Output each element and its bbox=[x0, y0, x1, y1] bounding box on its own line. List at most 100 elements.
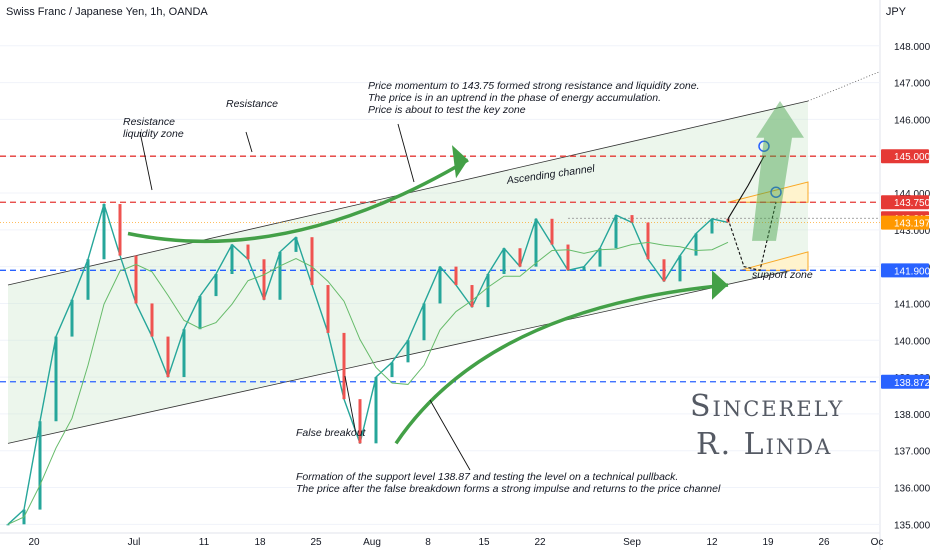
candle bbox=[230, 244, 234, 274]
x-tick-label: 26 bbox=[818, 537, 830, 548]
candle bbox=[102, 204, 106, 260]
candle bbox=[198, 296, 202, 330]
candle bbox=[614, 215, 618, 249]
target-icon bbox=[758, 140, 770, 152]
candle bbox=[86, 259, 90, 300]
support-arrow bbox=[394, 283, 729, 445]
x-tick-label: 18 bbox=[254, 537, 266, 548]
note-support-zone: support zone bbox=[752, 269, 813, 281]
y-tick-label: 148.000 bbox=[894, 42, 931, 53]
price-label: 145.000 bbox=[894, 152, 931, 163]
note-false-breakout: False breakout bbox=[296, 427, 366, 439]
projection-alt-path bbox=[727, 202, 777, 271]
note-line: liquidity zone bbox=[123, 128, 184, 140]
x-tick-label: Sep bbox=[623, 537, 641, 548]
y-tick-label: 137.000 bbox=[894, 447, 931, 458]
candle bbox=[726, 218, 730, 223]
x-tick-label: 25 bbox=[310, 537, 322, 548]
channel-extension bbox=[807, 71, 881, 102]
note-momentum: Price momentum to 143.75 formed strong r… bbox=[368, 80, 700, 116]
candle bbox=[550, 218, 554, 245]
note-resistance-zone: Resistance liquidity zone bbox=[123, 116, 184, 140]
signature-line: R. Linda bbox=[696, 427, 833, 462]
candle bbox=[150, 303, 154, 337]
price-label-box bbox=[881, 374, 929, 389]
price-label: 143.750 bbox=[894, 198, 931, 209]
candle bbox=[582, 266, 586, 271]
pointer-line bbox=[245, 131, 253, 153]
arrow-head bbox=[712, 270, 728, 300]
y-tick-label: 135.000 bbox=[894, 520, 931, 531]
candle bbox=[406, 340, 410, 363]
candle bbox=[566, 244, 570, 271]
moving-average-line bbox=[7, 241, 729, 525]
candle bbox=[54, 336, 58, 422]
note-line: The price is in an uptrend in the phase … bbox=[368, 92, 662, 104]
candle bbox=[678, 255, 682, 282]
candle bbox=[38, 421, 42, 510]
candle bbox=[310, 237, 314, 286]
symbol-title: Swiss Franc / Japanese Yen, 1h, OANDA bbox=[6, 6, 208, 18]
pointer-line bbox=[397, 123, 415, 183]
price-label: 141.900 bbox=[894, 266, 931, 277]
candle bbox=[118, 204, 122, 256]
candle bbox=[454, 266, 458, 286]
x-tick-label: 19 bbox=[762, 537, 774, 548]
resistance-zone-box bbox=[727, 181, 809, 203]
note-line: Resistance bbox=[123, 116, 175, 128]
y-tick-label: 143.000 bbox=[894, 226, 931, 237]
price-label: 138.872 bbox=[894, 378, 931, 389]
price-label-box bbox=[881, 263, 929, 278]
y-tick-label: 144.000 bbox=[894, 189, 931, 200]
candle bbox=[262, 259, 266, 300]
candle bbox=[342, 332, 346, 400]
candle bbox=[294, 237, 298, 252]
y-tick-label: 147.000 bbox=[894, 79, 931, 90]
candle bbox=[134, 255, 138, 304]
x-tick-label: 8 bbox=[425, 537, 431, 548]
pointer-line bbox=[429, 399, 471, 471]
price-label-box bbox=[881, 149, 929, 164]
note-formation: Formation of the support level 138.87 an… bbox=[296, 471, 720, 495]
candle bbox=[214, 274, 218, 297]
candle bbox=[278, 251, 282, 300]
target-icon bbox=[770, 186, 782, 198]
candle bbox=[598, 248, 602, 267]
price-line bbox=[7, 203, 729, 525]
candle bbox=[390, 362, 394, 378]
candle bbox=[182, 329, 186, 378]
price-label-box bbox=[881, 215, 929, 230]
x-tick-label: Oc bbox=[871, 537, 884, 548]
y-tick-label: 140.000 bbox=[894, 336, 931, 347]
price-label: 143.197 bbox=[894, 219, 931, 230]
candle bbox=[646, 222, 650, 260]
x-tick-label: 12 bbox=[706, 537, 718, 548]
y-tick-label: 138.000 bbox=[894, 410, 931, 421]
x-tick-label: 22 bbox=[534, 537, 546, 548]
signature-line: Sincerely bbox=[690, 389, 845, 424]
candle bbox=[438, 266, 442, 304]
note-line: Formation of the support level 138.87 an… bbox=[296, 471, 679, 483]
y-tick-label: 141.000 bbox=[894, 299, 931, 310]
channel-fill bbox=[8, 100, 808, 444]
breakout-arrow bbox=[752, 100, 804, 241]
x-tick-label: Aug bbox=[363, 537, 381, 548]
currency-unit: JPY bbox=[885, 6, 906, 18]
x-tick-label: Jul bbox=[128, 537, 141, 548]
candle bbox=[486, 274, 490, 308]
candle bbox=[374, 377, 378, 444]
candle bbox=[518, 248, 522, 267]
arrow-head bbox=[452, 145, 468, 179]
y-tick-label: 136.000 bbox=[894, 484, 931, 495]
candle bbox=[470, 285, 474, 308]
resistance-arrow bbox=[127, 158, 469, 244]
x-tick-label: 15 bbox=[478, 537, 490, 548]
signature: Sincerely R. Linda bbox=[690, 388, 844, 464]
price-label-box bbox=[881, 195, 929, 210]
pointer-line bbox=[139, 131, 153, 191]
x-tick-label: 20 bbox=[28, 537, 40, 548]
candle bbox=[534, 218, 538, 267]
